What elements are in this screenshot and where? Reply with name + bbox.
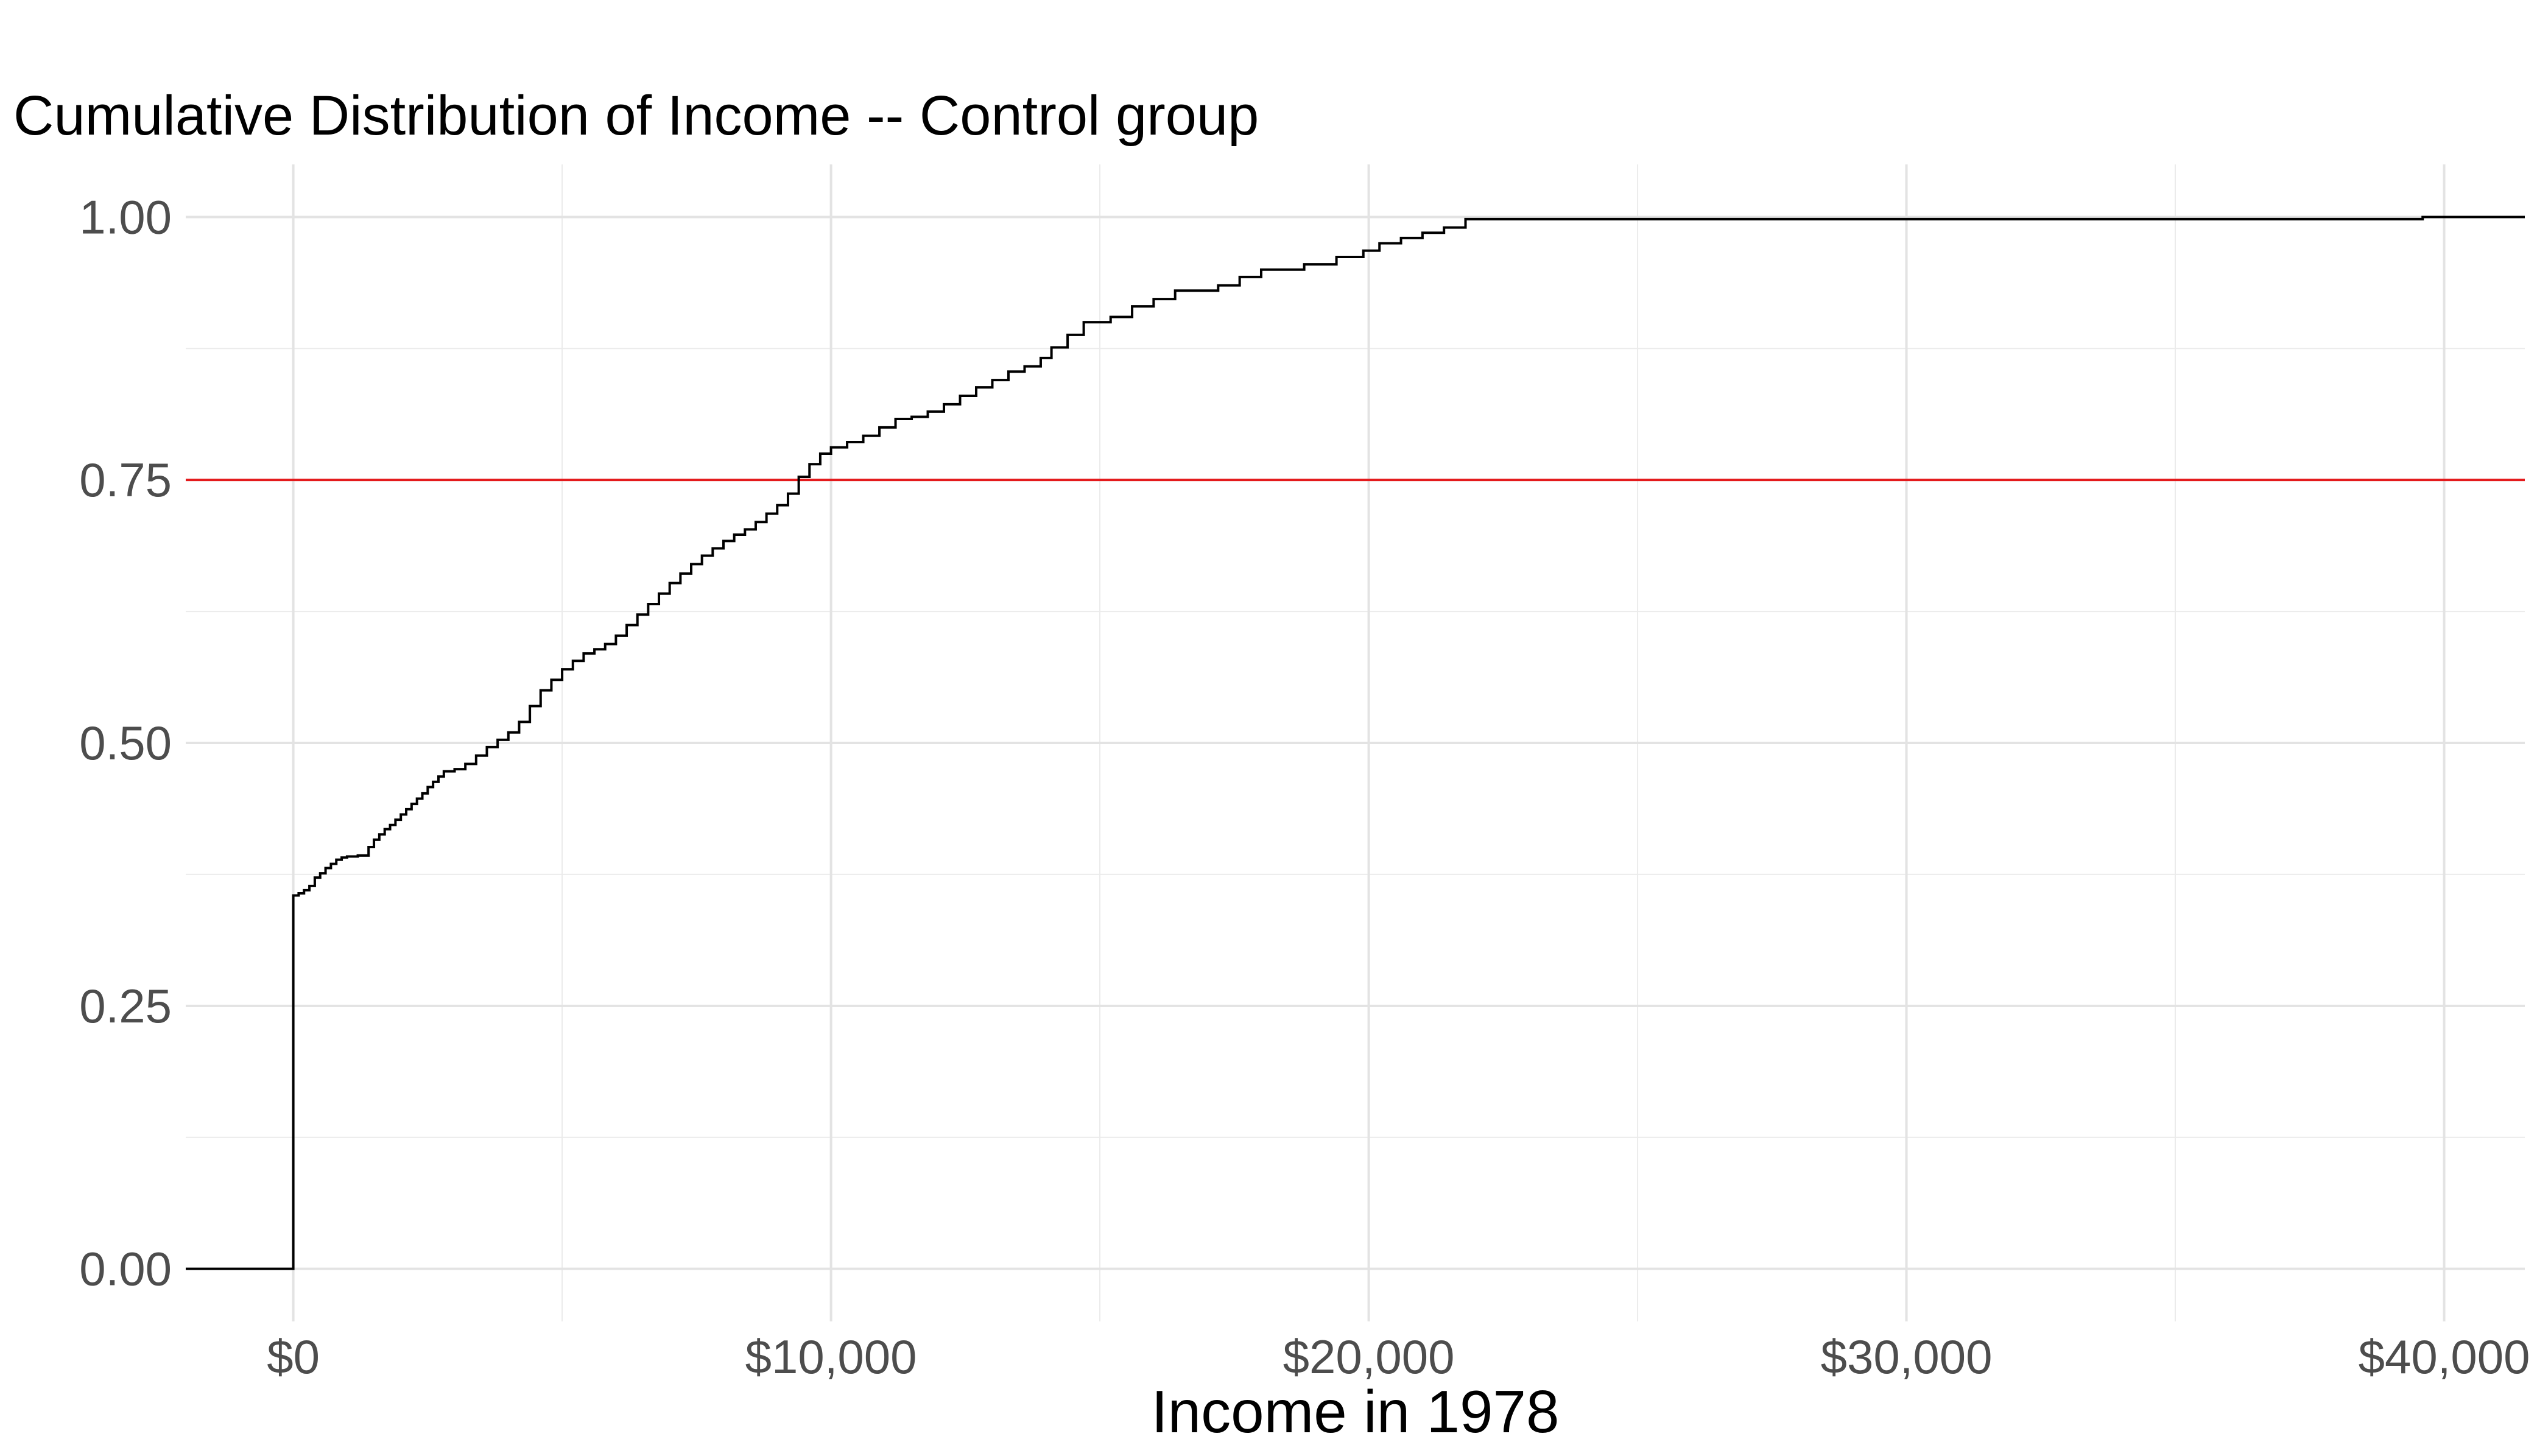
y-tick-label: 0.25 <box>79 979 172 1033</box>
series-layer <box>186 216 2525 1270</box>
ecdf-step-line <box>186 216 2525 1270</box>
x-tick-labels: $0 $10,000 $20,000 $30,000 $40,000 <box>267 1330 2530 1384</box>
x-tick-label: $10,000 <box>745 1330 917 1384</box>
y-tick-label: 0.00 <box>79 1242 172 1296</box>
major-gridlines <box>186 164 2525 1321</box>
x-tick-label: $20,000 <box>1283 1330 1455 1384</box>
y-tick-label: 0.75 <box>79 453 172 507</box>
x-axis-title: Income in 1978 <box>1151 1378 1559 1445</box>
x-tick-label: $0 <box>267 1330 320 1384</box>
chart-title: Cumulative Distribution of Income -- Con… <box>13 85 1259 147</box>
y-tick-label: 1.00 <box>79 190 172 244</box>
y-tick-labels: 0.00 0.25 0.50 0.75 1.00 <box>79 190 172 1295</box>
x-tick-label: $40,000 <box>2359 1330 2530 1384</box>
x-tick-label: $30,000 <box>1821 1330 1993 1384</box>
y-tick-label: 0.50 <box>79 716 172 770</box>
